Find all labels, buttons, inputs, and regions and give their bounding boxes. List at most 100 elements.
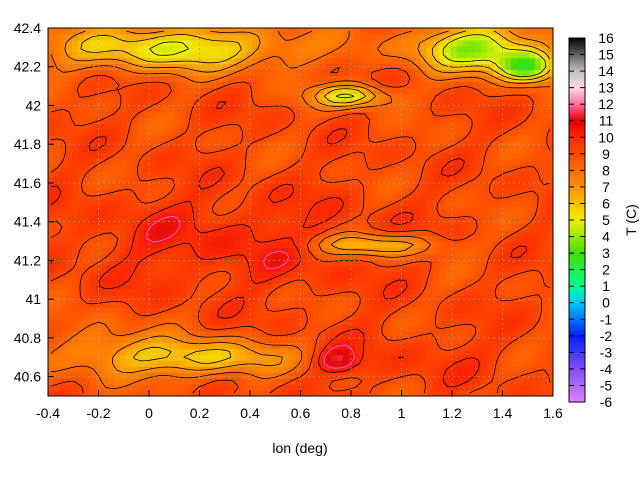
heatmap-cell <box>438 111 446 118</box>
heatmap-cell <box>222 312 229 320</box>
heatmap-cell <box>510 170 518 177</box>
heatmap-cell <box>492 324 500 332</box>
heatmap-cell <box>198 354 205 361</box>
heatmap-cell <box>384 188 392 195</box>
heatmap-cell <box>138 342 145 350</box>
heatmap-cell <box>522 117 530 124</box>
heatmap-cell <box>228 45 235 53</box>
heatmap-cell <box>492 182 500 189</box>
heatmap-cell <box>252 200 260 207</box>
heatmap-cell <box>402 348 410 356</box>
heatmap-cell <box>516 45 524 53</box>
heatmap-cell <box>72 295 79 302</box>
heatmap-cell <box>462 330 470 338</box>
heatmap-cell <box>372 51 380 59</box>
heatmap-cell <box>138 122 145 130</box>
heatmap-cell <box>300 45 308 53</box>
heatmap-cell <box>198 289 205 296</box>
heatmap-cell <box>198 206 205 213</box>
heatmap-cell <box>168 295 175 302</box>
heatmap-cell <box>294 105 302 112</box>
heatmap-cell <box>342 134 350 142</box>
heatmap-cell <box>114 111 121 118</box>
heatmap-cell <box>150 366 157 373</box>
heatmap-cell <box>210 105 217 112</box>
heatmap-cell <box>138 360 145 367</box>
heatmap-cell <box>114 378 121 385</box>
heatmap-cell <box>498 235 506 243</box>
heatmap-cell <box>354 170 362 177</box>
heatmap-cell <box>492 366 500 373</box>
heatmap-cell <box>534 306 542 314</box>
heatmap-cell <box>228 63 235 71</box>
heatmap-cell <box>510 93 518 100</box>
heatmap-cell <box>414 87 422 94</box>
heatmap-cell <box>378 265 386 272</box>
heatmap-cell <box>438 348 446 356</box>
heatmap-cell <box>528 206 536 213</box>
heatmap-cell <box>402 336 410 344</box>
heatmap-cell <box>366 354 374 361</box>
heatmap-cell <box>534 134 542 142</box>
heatmap-cell <box>438 45 446 53</box>
heatmap-cell <box>510 348 518 356</box>
heatmap-cell <box>84 283 91 290</box>
heatmap-cell <box>354 354 362 361</box>
heatmap-cell <box>246 330 254 338</box>
heatmap-cell <box>234 295 241 302</box>
heatmap-cell <box>390 99 398 106</box>
heatmap-cell <box>216 253 223 261</box>
heatmap-cell <box>468 378 476 385</box>
heatmap-cell <box>540 318 548 326</box>
heatmap-cell <box>450 384 458 391</box>
heatmap-cell <box>276 188 284 195</box>
heatmap-cell <box>252 152 260 160</box>
heatmap-cell <box>60 360 67 367</box>
heatmap-cell <box>396 324 404 332</box>
heatmap-cell <box>180 51 187 59</box>
heatmap-cell <box>264 134 272 142</box>
heatmap-cell <box>192 342 199 350</box>
heatmap-cell <box>432 45 440 53</box>
heatmap-cell <box>138 253 145 261</box>
heatmap-cell <box>108 99 115 106</box>
heatmap-cell <box>348 253 356 261</box>
heatmap-cell <box>528 105 536 112</box>
heatmap-cell <box>174 378 181 385</box>
heatmap-cell <box>336 378 344 385</box>
heatmap-cell <box>114 51 121 59</box>
heatmap-cell <box>198 223 205 231</box>
heatmap-cell <box>240 271 247 278</box>
heatmap-cell <box>330 93 338 100</box>
heatmap-cell <box>480 69 488 77</box>
heatmap-cell <box>90 200 97 207</box>
heatmap-cell <box>546 134 553 142</box>
heatmap-cell <box>372 57 380 65</box>
heatmap-cell <box>336 306 344 314</box>
heatmap-cell <box>456 217 464 225</box>
heatmap-cell <box>420 93 428 100</box>
heatmap-cell <box>174 152 181 160</box>
heatmap-cell <box>180 229 187 237</box>
heatmap-cell <box>282 212 290 219</box>
heatmap-cell <box>210 51 217 59</box>
heatmap-cell <box>534 99 542 106</box>
heatmap-cell <box>282 57 290 65</box>
heatmap-cell <box>498 366 506 373</box>
heatmap-cell <box>462 229 470 237</box>
heatmap-cell <box>372 330 380 338</box>
heatmap-cell <box>258 384 266 391</box>
heatmap-cell <box>144 354 151 361</box>
heatmap-cell <box>234 366 241 373</box>
heatmap-cell <box>420 306 428 314</box>
heatmap-cell <box>276 342 284 350</box>
heatmap-cell <box>534 93 542 100</box>
heatmap-cell <box>504 354 512 361</box>
heatmap-cell <box>486 99 494 106</box>
heatmap-cell <box>204 188 211 195</box>
heatmap-cell <box>294 372 302 379</box>
heatmap-cell <box>198 330 205 338</box>
heatmap-cell <box>120 241 127 249</box>
heatmap-cell <box>360 324 368 332</box>
heatmap-cell <box>66 277 73 284</box>
